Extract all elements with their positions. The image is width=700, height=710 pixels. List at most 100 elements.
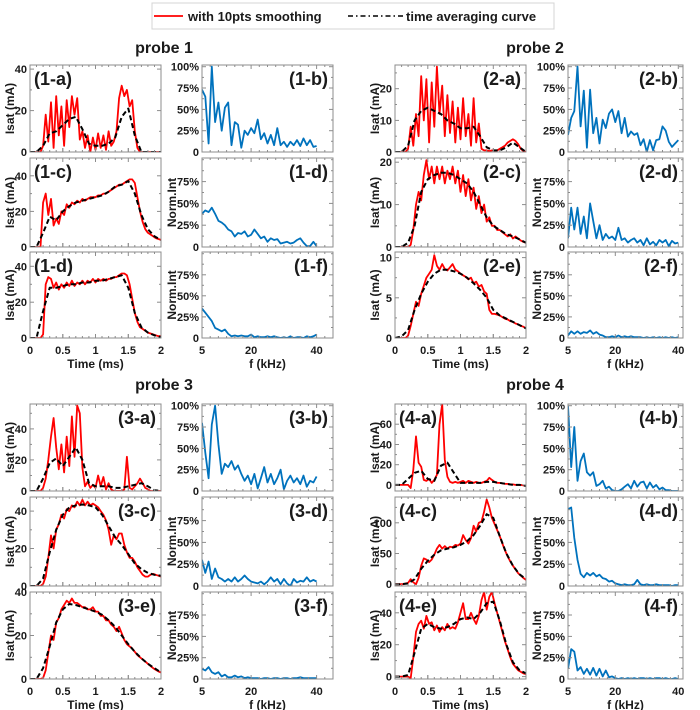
- probe-title-3: probe 3: [135, 377, 193, 394]
- y-tick-label: 60: [380, 419, 392, 431]
- panel-label: (4-a): [399, 408, 437, 428]
- y-tick-label: 25%: [177, 653, 199, 665]
- series-line-average: [30, 274, 161, 338]
- y-tick-label: 10: [380, 253, 392, 265]
- x-axis-label: f (kHz): [607, 357, 644, 371]
- panel-label: (4-f): [644, 596, 678, 616]
- y-tick-label: 0: [193, 147, 199, 159]
- y-tick-label: 0: [559, 242, 565, 254]
- series-line-average: [395, 106, 526, 152]
- series-line-average: [395, 171, 526, 247]
- y-tick-label: 75%: [177, 516, 199, 528]
- y-tick-label: 0: [21, 581, 27, 593]
- y-axis-label: Isat (mA): [368, 177, 382, 228]
- x-tick-label: 0: [27, 686, 33, 698]
- y-tick-label: 20: [15, 106, 27, 118]
- y-tick-label: 0: [193, 333, 199, 345]
- y-tick-label: 40: [15, 424, 27, 436]
- panel-2-b: 0 25% 50% 75% 100% (2-b): [537, 62, 684, 159]
- y-tick-label: 40: [15, 171, 27, 183]
- y-tick-label: 0: [386, 579, 392, 591]
- y-tick-label: 20: [380, 460, 392, 472]
- panel-label: (4-c): [399, 501, 437, 521]
- y-tick-label: 25%: [177, 126, 199, 138]
- series-line-average: [395, 461, 526, 487]
- panel-label: (4-b): [639, 408, 678, 428]
- y-tick-label: 50%: [543, 291, 565, 303]
- y-tick-label: 50%: [177, 443, 199, 455]
- y-axis-label: Norm.Int: [165, 517, 179, 566]
- series-line-smoothed: [395, 65, 526, 152]
- x-tick-label: 1: [457, 345, 463, 357]
- panel-1-f: 5 20 40 0 25% 50% 75% f (kHz) Norm.Int (1-f): [165, 251, 334, 371]
- y-tick-label: 20: [380, 157, 392, 169]
- y-tick-label: 20: [380, 84, 392, 96]
- panel-label: (2-c): [483, 162, 521, 182]
- panel-label: (2-d): [639, 162, 678, 182]
- panel-label: (1-b): [289, 69, 328, 89]
- y-axis-label: Isat (mA): [368, 422, 382, 473]
- legend-label-average: time averaging curve: [406, 9, 536, 24]
- y-tick-label: 20: [380, 640, 392, 652]
- y-axis-label: Norm.Int: [530, 178, 544, 227]
- x-tick-label: 1.5: [121, 686, 136, 698]
- panel-2-c: 0 10 20 Isat (mA) (2-c): [368, 157, 527, 254]
- y-tick-label: 0: [559, 674, 565, 686]
- panel-1-d: 0 25% 50% 75%Norm.Int (1-d): [165, 157, 334, 254]
- y-tick-label: 40: [15, 261, 27, 273]
- panel-label: (1-d): [289, 162, 328, 182]
- x-tick-label: 20: [245, 686, 257, 698]
- panel-4-d: 0 25% 50% 75%Norm.Int (4-d): [530, 496, 684, 593]
- x-tick-label: 2: [523, 686, 529, 698]
- panel-label: (2-e): [483, 256, 521, 276]
- y-axis-label: Isat (mA): [3, 269, 17, 320]
- x-axis-label: Time (ms): [432, 357, 488, 371]
- x-tick-label: 2: [158, 345, 164, 357]
- y-tick-label: 40: [15, 587, 27, 599]
- series-line-spectrum: [202, 404, 318, 491]
- y-axis-label: Isat (mA): [368, 269, 382, 320]
- y-axis-label: Norm.Int: [530, 611, 544, 660]
- x-tick-label: 2: [523, 345, 529, 357]
- x-tick-label: 1: [92, 345, 98, 357]
- series-line-average: [30, 446, 161, 491]
- y-tick-label: 20: [15, 455, 27, 467]
- y-tick-label: 40: [15, 506, 27, 518]
- probe-title-4: probe 4: [506, 377, 564, 394]
- y-tick-label: 75%: [177, 610, 199, 622]
- panel-label: (3-f): [294, 596, 328, 616]
- x-tick-label: 1.5: [486, 345, 501, 357]
- y-tick-label: 40: [380, 608, 392, 620]
- x-tick-label: 0: [392, 686, 398, 698]
- y-tick-label: 100%: [171, 62, 199, 74]
- x-tick-label: 5: [199, 686, 205, 698]
- y-tick-label: 50%: [177, 537, 199, 549]
- y-tick-label: 75%: [177, 270, 199, 282]
- panel-label: (1-d): [34, 256, 73, 276]
- series-line-average: [395, 513, 526, 586]
- series-line-spectrum: [568, 202, 679, 247]
- y-tick-label: 75%: [543, 610, 565, 622]
- y-tick-label: 50%: [177, 631, 199, 643]
- y-tick-label: 0: [21, 147, 27, 159]
- y-tick-label: 25%: [177, 312, 199, 324]
- panel-frame: [567, 496, 684, 587]
- y-tick-label: 50%: [543, 104, 565, 116]
- legend-label-smoothed: with 10pts smoothing: [187, 9, 322, 24]
- y-tick-label: 75%: [177, 422, 199, 434]
- series-line-average: [30, 603, 161, 679]
- series-line-average: [30, 503, 161, 586]
- y-tick-label: 25%: [543, 312, 565, 324]
- y-tick-label: 25%: [177, 465, 199, 477]
- x-tick-label: 5: [565, 686, 571, 698]
- y-axis-label: Isat (mA): [3, 422, 17, 473]
- y-tick-label: 0: [193, 242, 199, 254]
- y-tick-label: 20: [15, 206, 27, 218]
